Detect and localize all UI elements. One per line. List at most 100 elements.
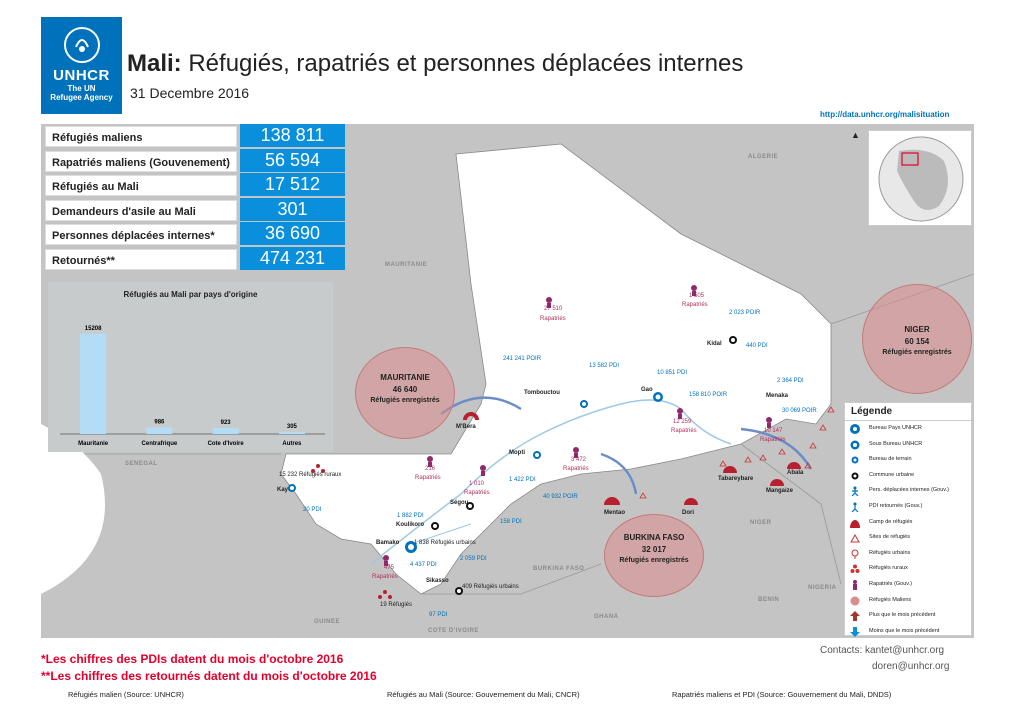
laurel-emblem-icon — [63, 27, 100, 63]
logo-name: UNHCR — [53, 67, 110, 84]
globe-icon — [878, 136, 964, 222]
legend-item: Moins que le mois précédent — [845, 624, 971, 640]
refugee-camp-icon — [770, 479, 784, 486]
town-gao: Gao — [641, 387, 653, 393]
legend-label: Moins que le mois précédent — [869, 627, 940, 634]
bubble-value: 46 640 — [392, 385, 418, 394]
town-dori: Dori — [682, 510, 694, 516]
legend-item: Réfugiés Maliens — [845, 593, 971, 609]
refugee-camp-icon — [684, 498, 698, 505]
country-label-benin: BENIN — [758, 597, 780, 603]
legend-label: Camp de réfugiés — [869, 518, 913, 525]
refugee-camp-icon — [787, 462, 801, 469]
bubble-country: BURKINA FASO — [623, 533, 685, 542]
contact-line-2[interactable]: doren@unhcr.org — [872, 661, 950, 672]
stat-row: Retournés** 474 231 — [45, 246, 345, 272]
legend-label: Pers. déplacées internes (Gouv.) — [869, 487, 949, 494]
stat-row: Réfugiés au Mali 17 512 — [45, 173, 345, 198]
country-label-niger: NIGER — [750, 520, 772, 526]
refugee-camp-icon — [850, 519, 860, 528]
legend-item: PDI retournés (Gouv.) — [845, 499, 971, 515]
idp-label: 30 069 POIR — [782, 408, 817, 414]
idp-label: 2 364 PDI — [777, 378, 804, 384]
arrow-up-icon — [850, 611, 860, 622]
inset-globe — [868, 130, 972, 226]
bubble-country: NIGER — [904, 325, 930, 334]
refugees-origin-chart: Réfugiés au Mali par pays d'origine 1520… — [48, 282, 333, 452]
idp-date-note: *Les chiffres des PDIs datent du mois d'… — [41, 652, 344, 666]
idp-label: 2 059 PDI — [460, 556, 487, 562]
chart-tick-label: Mauritanie — [78, 441, 109, 447]
legend-label: Rapatriés (Gouv.) — [869, 580, 912, 587]
stat-row: Réfugiés maliens 138 811 — [45, 124, 345, 149]
town-segou: Ségou — [450, 500, 469, 506]
stat-value: 56 594 — [240, 148, 345, 172]
bubble-caption: Réfugiés enregistrés — [370, 397, 440, 404]
bubble-country: MAURITANIE — [380, 373, 430, 382]
source-note-3: Rapatriés maliens et PDI (Source: Gouver… — [672, 690, 892, 699]
chart-bar — [278, 431, 305, 434]
contact-line-1[interactable]: Contacts: kantet@unhcr.org — [820, 645, 945, 656]
town-mbera: M'Bera — [456, 424, 476, 430]
title-bold: Mali: — [127, 50, 182, 77]
repatries-caption: Rapatriés — [540, 316, 566, 322]
title-rest: Réfugiés, rapatriés et personnes déplacé… — [188, 50, 744, 77]
town-koulikoro: Koulikoro — [396, 522, 424, 528]
legend-item: Sous Bureau UNHCR — [845, 437, 971, 453]
source-note-2: Réfugiés au Mali (Source: Gouvernement d… — [387, 690, 580, 699]
country-label-mauritanie: MAURITANIE — [385, 262, 428, 268]
stat-value: 17 512 — [240, 173, 345, 196]
chart-tick-label: Autres — [282, 441, 302, 447]
mali-territory — [280, 143, 832, 595]
town-menaka: Menaka — [766, 393, 789, 399]
page-title: Mali: Réfugiés, rapatriés et personnes d… — [127, 50, 743, 78]
bubble-value: 60 154 — [904, 337, 930, 346]
idp-label: 158 810 POIR — [689, 392, 728, 398]
legend-item: Pers. déplacées internes (Gouv.) — [845, 483, 971, 499]
source-note-1: Réfugiés malien (Source: UNHCR) — [68, 690, 184, 699]
urban-refugees-sikasso: 409 Réfugiés urbains — [462, 584, 519, 590]
chart-tick-label: Centrafrique — [142, 441, 178, 447]
repatries-value: 475 — [384, 565, 395, 571]
stat-label: Personnes déplacées internes* — [45, 224, 237, 245]
source-link[interactable]: http://data.unhcr.org/malisituation — [820, 110, 950, 119]
legend-label: Réfugiés ruraux — [869, 565, 908, 572]
town-mentao: Mentao — [604, 510, 625, 516]
stat-value: 301 — [240, 197, 345, 221]
rural-refugee-icon — [850, 564, 860, 574]
north-arrow-icon: ▲ — [851, 130, 860, 140]
legend-item: Plus que le mois précédent — [845, 608, 971, 624]
repatries-caption: Rapatriés — [563, 466, 589, 472]
town-sikasso: Sikasso — [426, 578, 449, 584]
bubble-value: 32 017 — [641, 545, 667, 554]
repatries-value: 3 472 — [571, 457, 587, 463]
idp-returned-icon — [851, 502, 859, 512]
repatries-caption: Rapatriés — [464, 490, 490, 496]
idp-label: 40 932 POIR — [543, 494, 578, 500]
unhcr-logo: UNHCR The UN Refugee Agency — [41, 17, 122, 114]
idp-label: 1 882 PDI — [397, 513, 424, 519]
legend-item: Camp de réfugiés — [845, 515, 971, 531]
idp-label: 4 437 PDI — [410, 562, 437, 568]
legend-label: Réfugiés Maliens — [869, 596, 912, 603]
chart-svg: 15208 Mauritanie 986 Centrafrique 923 Cote d'… — [60, 326, 325, 447]
flow-arrow-burkina — [600, 452, 638, 495]
town-tombouctou: Tombouctou — [524, 390, 560, 396]
repatries-value: 10 147 — [764, 428, 783, 434]
returnees-date-note: **Les chiffres des retournés datent du m… — [41, 669, 377, 683]
idp-label: 2 023 POIR — [729, 310, 761, 316]
legend-item: Bureau Pays UNHCR — [845, 421, 971, 437]
idp-label: 97 PDI — [429, 612, 448, 618]
chart-title: Réfugiés au Mali par pays d'origine — [123, 290, 258, 299]
country-label-burkina: BURKINA FASO — [533, 566, 585, 572]
town-abala: Abala — [787, 470, 804, 476]
stat-label: Retournés** — [45, 248, 237, 270]
repatries-value: 1 010 — [469, 481, 485, 487]
chart-data-label: 15208 — [85, 326, 102, 332]
legend-item: Réfugiés ruraux — [845, 561, 971, 577]
legend-item: Bureau de terrain — [845, 452, 971, 468]
field-office-icon — [851, 456, 859, 464]
town-kayes: Kayes — [277, 487, 295, 493]
repatries-caption: Rapatriés — [671, 428, 697, 434]
